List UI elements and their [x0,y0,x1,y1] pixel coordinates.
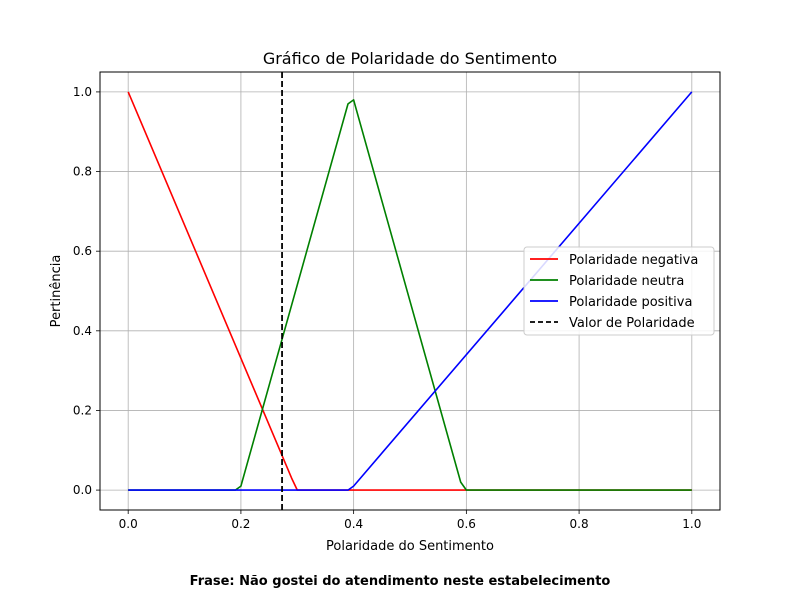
y-tick-label: 1.0 [73,85,92,99]
series-line-positive [128,91,693,491]
x-ticks: 0.0 0.2 0.4 0.6 0.8 1.0 [119,510,701,531]
y-ticks: 0.0 0.2 0.4 0.6 0.8 1.0 [73,85,100,497]
x-tick-label: 0.8 [570,517,589,531]
x-tick-label: 0.6 [457,517,476,531]
y-tick-label: 0.8 [73,165,92,179]
y-axis-label: Pertinência [49,255,64,328]
y-tick-label: 0.2 [73,403,92,417]
sentence-caption: Frase: Não gostei do atendimento neste e… [189,574,611,589]
x-axis-label: Polaridade do Sentimento [326,539,494,554]
x-tick-label: 0.4 [344,517,363,531]
x-tick-label: 1.0 [682,517,701,531]
y-tick-label: 0.6 [73,244,92,258]
y-tick-label: 0.0 [73,483,92,497]
chart-title: Gráfico de Polaridade do Sentimento [263,49,557,68]
y-tick-label: 0.4 [73,324,92,338]
plot-frame [99,71,721,511]
legend-label-negative: Polaridade negativa [569,253,698,268]
series-layer [127,72,693,510]
legend-label-positive: Polaridade positiva [569,295,692,310]
x-tick-label: 0.0 [119,517,138,531]
x-tick-label: 0.2 [231,517,250,531]
legend-box [523,246,715,336]
legend-label-polarity-value: Valor de Polaridade [569,316,695,331]
legend-label-neutral: Polaridade neutra [569,274,684,289]
legend: Polaridade negativa Polaridade neutra Pola… [523,246,715,336]
